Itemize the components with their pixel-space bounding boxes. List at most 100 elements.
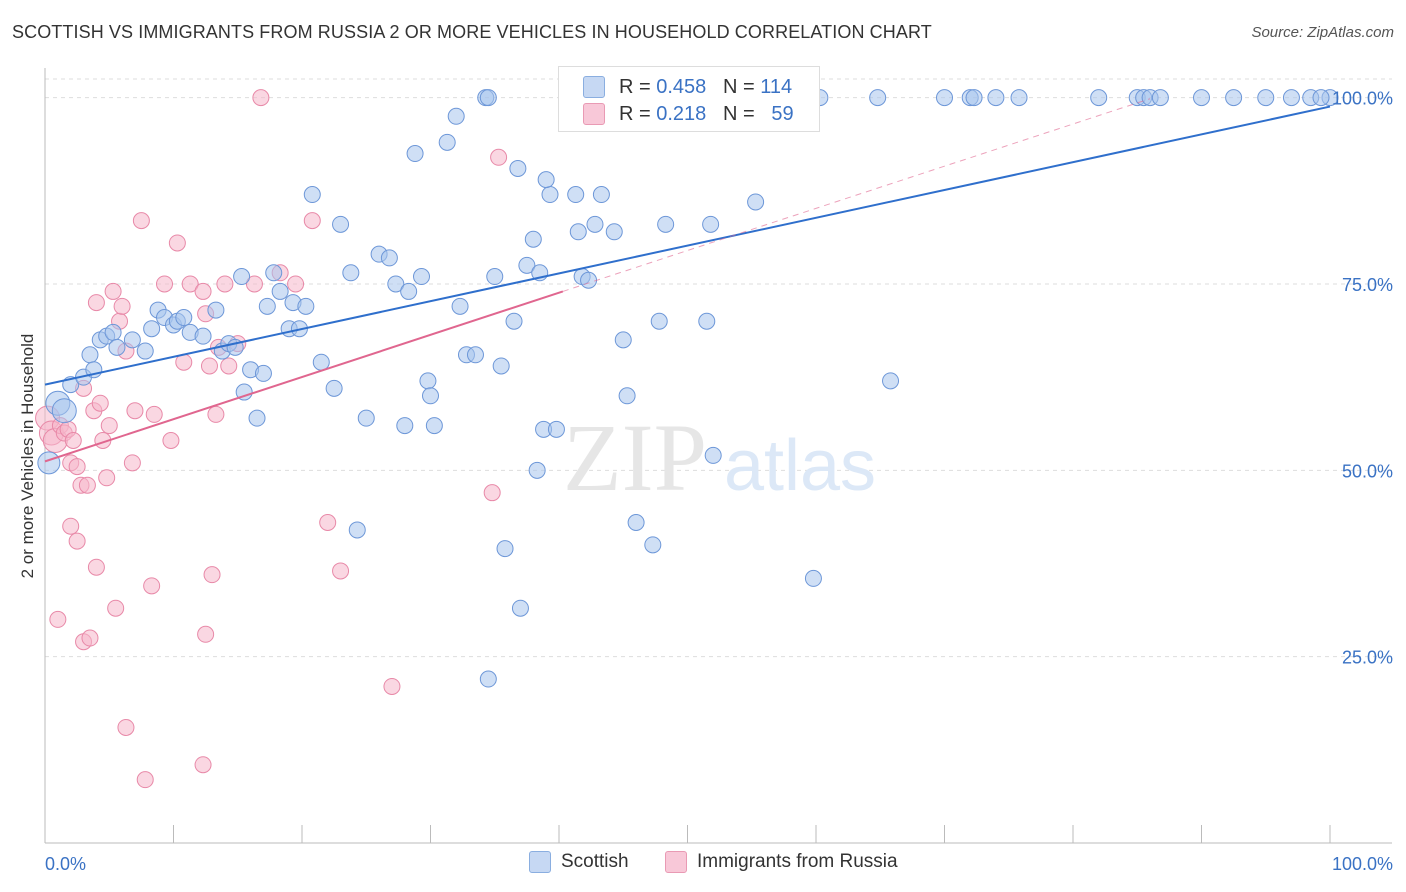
stats-legend: R = 0.458 N = 114 R = 0.218 N = 59 (558, 66, 820, 132)
point-scottish (37, 451, 61, 475)
point-scottish (104, 323, 122, 341)
y-tick-label: 100.0% (1332, 89, 1393, 109)
point-scottish (1090, 89, 1108, 107)
point-russia (162, 432, 180, 450)
point-russia (332, 562, 350, 580)
y-tick-label: 75.0% (1342, 275, 1393, 295)
trend-lines (44, 98, 1331, 463)
point-scottish (425, 417, 443, 435)
point-scottish (422, 387, 439, 405)
point-scottish (479, 670, 497, 688)
legend-item-russia[interactable]: Immigrants from Russia (665, 851, 898, 873)
series-legend: Scottish Immigrants from Russia (0, 851, 1406, 879)
point-scottish (698, 312, 716, 330)
point-scottish (644, 536, 662, 554)
legend-label-scottish: Scottish (561, 851, 629, 872)
point-scottish (136, 342, 154, 360)
point-scottish (882, 372, 900, 390)
point-scottish (123, 331, 141, 349)
point-russia (132, 212, 150, 230)
point-russia (194, 756, 212, 774)
point-scottish (528, 461, 546, 479)
point-russia (68, 532, 86, 550)
point-russia (117, 718, 135, 736)
point-scottish (1010, 89, 1028, 107)
point-russia (303, 212, 321, 230)
point-russia (207, 405, 225, 423)
point-scottish (254, 364, 272, 382)
point-scottish (1257, 89, 1275, 107)
point-russia (62, 517, 80, 535)
point-scottish (400, 282, 418, 300)
point-scottish (348, 521, 366, 539)
y-axis-title: 2 or more Vehicles in Household (18, 333, 37, 579)
y-tick-label: 25.0% (1342, 648, 1393, 668)
watermark-zip: ZIP (563, 404, 707, 511)
trend-line-russia (44, 290, 564, 463)
point-russia (287, 275, 305, 293)
legend-item-scottish[interactable]: Scottish (529, 851, 629, 873)
point-russia (252, 89, 270, 107)
point-scottish (466, 346, 484, 364)
point-scottish (618, 387, 636, 405)
point-scottish (235, 383, 253, 401)
point-scottish (650, 312, 668, 330)
point-scottish (451, 297, 469, 315)
point-russia (203, 566, 221, 584)
point-scottish (518, 256, 536, 274)
point-scottish (387, 275, 405, 293)
point-scottish (804, 569, 822, 587)
tick-labels: 25.0% 50.0% 75.0% 100.0% 0.0% 100.0% (45, 89, 1393, 874)
point-scottish (1193, 89, 1210, 107)
point-scottish (1312, 89, 1330, 107)
point-russia (98, 469, 116, 487)
point-russia (319, 513, 337, 531)
point-scottish (936, 89, 953, 107)
legend-r-value-russia: 0.218 (656, 102, 707, 125)
legend-label-russia: Immigrants from Russia (697, 851, 898, 872)
point-scottish (580, 271, 598, 289)
point-russia (156, 275, 174, 293)
point-russia (64, 432, 82, 450)
point-scottish (524, 230, 542, 248)
point-scottish (1151, 89, 1169, 107)
point-russia (49, 610, 67, 628)
point-scottish (486, 268, 504, 286)
x-tick-label-max: 100.0% (1332, 854, 1393, 874)
point-scottish (81, 346, 99, 364)
legend-swatch-scottish (529, 851, 551, 873)
watermark-atlas: atlas (724, 426, 876, 506)
point-russia (87, 558, 105, 576)
point-russia (123, 454, 141, 472)
legend-n-label: N = (722, 75, 755, 98)
point-scottish (511, 599, 529, 617)
point-russia (168, 234, 186, 252)
point-scottish (248, 409, 266, 427)
point-russia (383, 677, 401, 695)
legend-swatch-russia (583, 103, 605, 125)
point-russia (104, 282, 122, 300)
point-scottish (569, 223, 587, 241)
point-scottish (271, 282, 289, 300)
point-scottish (357, 409, 375, 427)
watermark: ZIP atlas (563, 404, 876, 511)
point-scottish (303, 186, 321, 204)
point-russia (194, 282, 212, 300)
point-scottish (592, 186, 610, 204)
point-scottish (51, 398, 77, 424)
legend-n-value-russia: 59 (771, 102, 794, 125)
legend-n-label: N = (722, 102, 755, 125)
point-russia (91, 394, 109, 412)
point-scottish (614, 331, 632, 349)
point-scottish (509, 159, 527, 177)
point-scottish (258, 297, 276, 315)
point-scottish (541, 186, 559, 204)
trend-line-scottish (44, 105, 1331, 386)
point-scottish (406, 145, 424, 163)
point-scottish (143, 320, 161, 338)
point-scottish (175, 309, 193, 327)
point-russia (78, 476, 96, 494)
point-scottish (627, 513, 645, 531)
point-russia (113, 297, 131, 315)
legend-n-value-scottish: 114 (760, 75, 793, 98)
